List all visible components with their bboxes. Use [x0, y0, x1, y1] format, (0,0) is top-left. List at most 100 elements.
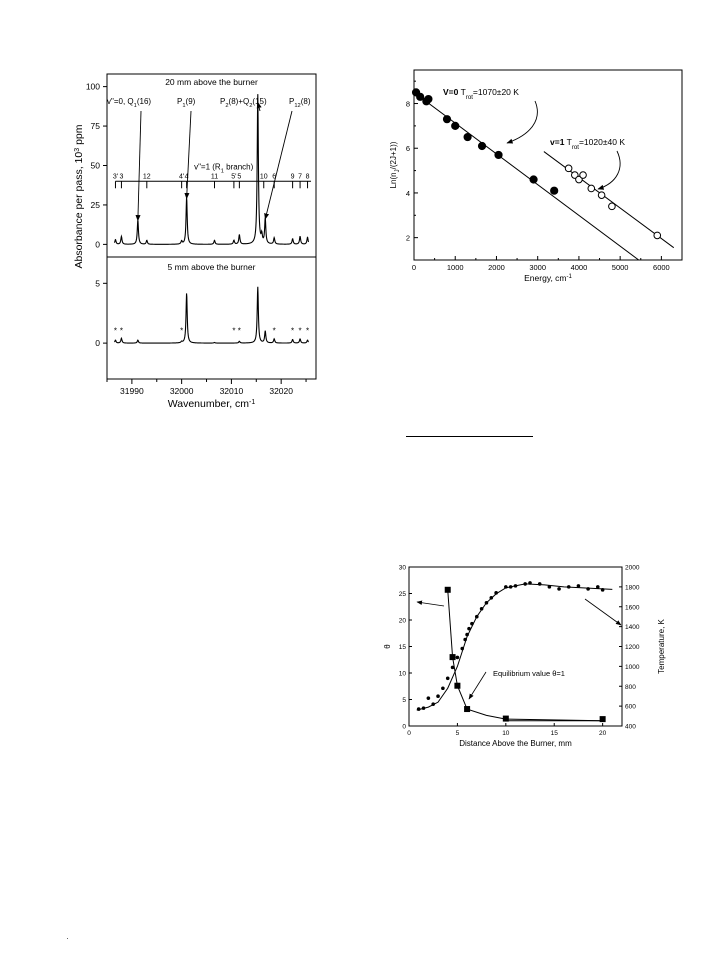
theta-point [502, 715, 509, 722]
y-tick-label-top: 75 [91, 121, 101, 131]
series-label-v1-part: rot [572, 144, 579, 151]
branch-tick-label: 12 [143, 173, 151, 180]
x-axis-label-text: Wavenumber, cm [168, 398, 250, 410]
y-right-tick-label: 1200 [625, 644, 640, 651]
temperature-point [600, 588, 605, 592]
asterisk-mark: * [180, 327, 183, 336]
data-point-series-0 [463, 132, 472, 142]
x-tick-label: 32010 [220, 386, 244, 396]
x-tick-label: 3000 [529, 263, 546, 272]
temperature-point [557, 587, 561, 591]
y-left-tick-label: 0 [402, 724, 406, 731]
data-point-series-0 [442, 115, 452, 124]
branch-label-part: 1 [221, 168, 224, 174]
branch-tick-label: 5' [231, 173, 236, 180]
y-axis-label-text: Absorbance per pass, 10 [73, 152, 85, 269]
branch-tick-label: 8 [306, 173, 310, 180]
temperature-point [528, 581, 532, 585]
y-left-tick-label: 20 [399, 618, 407, 625]
branch-label-part: branch) [224, 162, 254, 171]
temperature-point [470, 621, 474, 626]
panel-title-bottom: 5 mm above the burner [168, 262, 256, 272]
y-tick-label-top: 100 [86, 82, 100, 92]
peak-annotation-part: (9) [186, 97, 196, 106]
data-point-series-0 [477, 141, 487, 151]
data-point-series-0 [416, 92, 425, 101]
temperature-point [547, 585, 552, 589]
branch-tick-label: 6 [272, 173, 276, 180]
temperature-point [537, 582, 542, 586]
branch-label: v"=1 (R1 branch) [194, 162, 254, 174]
y-right-tick-label: 1400 [625, 624, 640, 631]
temperature-point [441, 686, 445, 691]
page-speck [67, 938, 68, 939]
theta-temperature-chart: 0 5 10 15 20 0 5 10 15 20 25 30 400 600 800 1000 1200 140… [383, 565, 666, 749]
data-point-series-0 [494, 150, 503, 160]
x-tick-label: 0 [407, 730, 411, 737]
peak-annotation-part: 12 [294, 103, 300, 109]
series-label-v1-part: =1020±40 K [579, 137, 625, 147]
y-tick-label: 8 [406, 100, 410, 109]
equilibrium-arrow [468, 671, 487, 700]
plot-frame [413, 69, 683, 261]
y-tick-label: 4 [406, 189, 410, 198]
annotation-arrow [264, 110, 293, 220]
series-label-v0: V=0 Trot=1070±20 K [443, 87, 519, 101]
temperature-point [450, 665, 455, 670]
series-label-v1-part: T [564, 137, 571, 147]
temperature-point [463, 637, 467, 642]
peak-annotation: P2(8)+Q2(15) [220, 97, 267, 109]
equilibrium-annotation: Equilibrium value θ=1 [493, 669, 565, 678]
theta-point [449, 654, 456, 661]
asterisk-mark: * [291, 327, 294, 336]
temperature-point [465, 632, 469, 637]
peak-annotation-part: 2 [225, 103, 228, 109]
panel-title-top: 20 mm above the burner [165, 77, 258, 87]
data-point-series-1 [587, 184, 596, 193]
branch-tick-label: 10 [260, 173, 268, 180]
x-axis-label-text: Energy, cm [524, 273, 566, 283]
y-left-tick-label: 30 [399, 565, 407, 572]
temperature-point [455, 655, 460, 660]
temperature-point [595, 585, 600, 589]
temperature-point [513, 584, 518, 588]
branch-label-part: v"=1 (R [194, 162, 221, 171]
y-tick-label-top: 50 [91, 161, 101, 171]
series-label-v0-part: rot [466, 94, 473, 101]
x-axis-label-sup: -1 [249, 399, 255, 406]
y-tick-label-top: 0 [95, 239, 100, 249]
data-point-series-1 [653, 231, 662, 240]
boltzmann-plot: 0 1000 2000 3000 4000 5000 6000 2 4 6 8 Energy, cm-… [389, 69, 683, 283]
y-right-tick-label: 800 [625, 684, 636, 691]
y-right-tick-label: 1000 [625, 664, 640, 671]
temperature-point [445, 676, 450, 681]
branch-tick-label: 5 [237, 173, 241, 180]
y-right-tick-label: 1600 [625, 604, 640, 611]
theta-point [454, 682, 461, 689]
temperature-curve [416, 583, 613, 711]
theta-point [464, 706, 471, 713]
peak-annotation-part: (8)+Q [229, 97, 250, 106]
y-axis-label-end: /(2J+1)) [389, 141, 398, 169]
branch-tick-label: 3' [113, 173, 118, 180]
spectrum-trace-20mm [113, 94, 310, 245]
data-point-series-0 [451, 121, 460, 130]
temperature-point [586, 587, 590, 591]
peak-annotation-part: P [177, 97, 182, 106]
branch-tick-label: 9 [291, 173, 295, 180]
series-arrow-v1 [597, 150, 621, 190]
peak-annotation: P12(8) [289, 97, 311, 109]
x-tick-label: 5000 [612, 263, 629, 272]
peak-annotation-part: P [289, 97, 294, 106]
theta-point [599, 716, 606, 723]
temperature-point [416, 707, 421, 711]
asterisk-mark: * [306, 327, 309, 336]
plot-frame [408, 566, 623, 727]
y-right-axis-label: Temperature, K [657, 618, 666, 673]
y-axis-label-text: Ln(n [389, 172, 398, 188]
x-tick-label: 32020 [269, 386, 293, 396]
theta-axis-arrow [416, 600, 445, 607]
temperature-point [479, 606, 484, 611]
y-tick-label-bottom: 0 [95, 338, 100, 348]
